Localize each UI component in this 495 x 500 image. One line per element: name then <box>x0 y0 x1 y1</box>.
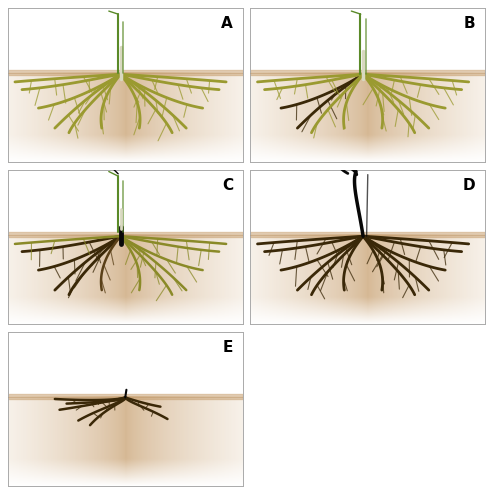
Bar <box>250 232 485 237</box>
Text: A: A <box>221 16 233 30</box>
Bar <box>250 70 485 75</box>
Bar <box>8 70 243 75</box>
Text: E: E <box>223 340 233 354</box>
Text: D: D <box>463 178 476 192</box>
Bar <box>8 232 243 237</box>
Bar <box>8 394 243 399</box>
Text: C: C <box>222 178 233 192</box>
Text: B: B <box>464 16 476 30</box>
